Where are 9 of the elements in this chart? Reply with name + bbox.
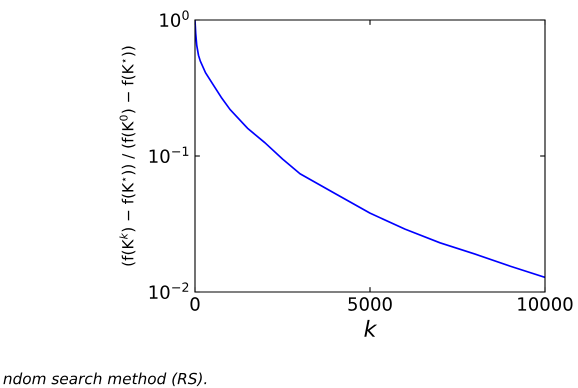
y-tick-label: 10$^{0}$ xyxy=(160,10,189,27)
y-tick-label: 10$^{−1}$ xyxy=(150,146,188,163)
text: ndom search method (RS). xyxy=(3,372,206,386)
text: (f(K$^{k}$) − f(K$^{⋆}$)) / (f(K$^{0}$) − f(K$^{⋆}$)) xyxy=(119,46,136,266)
x-tick-label: 5000 xyxy=(348,297,392,311)
x-axis-title: k xyxy=(364,320,378,337)
y-tick-label: 10$^{−2}$ xyxy=(150,282,188,299)
x-tick-label: 10000 xyxy=(518,297,573,311)
x-tick-label: 0 xyxy=(190,297,200,311)
